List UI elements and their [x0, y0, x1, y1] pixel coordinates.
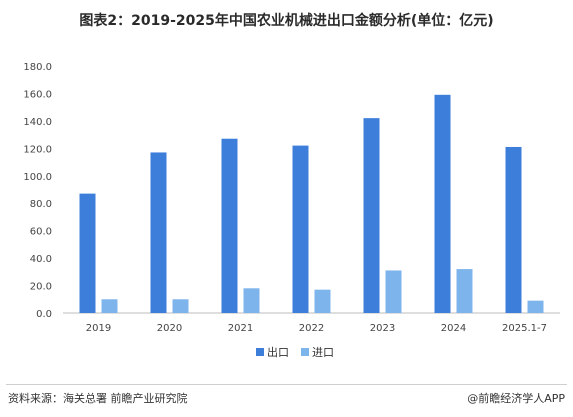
y-tick-label: 180.0 — [23, 62, 52, 73]
bar-export-2019 — [79, 193, 96, 313]
x-tick-label: 2023 — [370, 323, 395, 334]
y-tick-label: 60.0 — [30, 227, 52, 238]
brand-credit: @前瞻经济学人APP — [467, 392, 565, 405]
y-tick-label: 100.0 — [23, 172, 52, 183]
footer-divider — [6, 384, 567, 385]
x-tick-label: 2022 — [299, 323, 324, 334]
bar-export-2021 — [221, 138, 238, 313]
y-tick-label: 20.0 — [30, 282, 52, 293]
legend-swatch-import — [301, 348, 309, 356]
x-tick-label: 2025.1-7 — [502, 323, 547, 334]
y-tick-label: 160.0 — [23, 89, 52, 100]
y-tick-label: 0.0 — [36, 309, 52, 320]
bar-import-2023 — [385, 270, 402, 313]
bar-import-2022 — [314, 289, 331, 313]
bar-chart: 0.0 20.0 40.0 60.0 80.0 100.0 120.0 140.0 160.0 1… — [23, 62, 560, 359]
legend-label-import: 进口 — [312, 346, 334, 359]
bar-import-2020 — [172, 299, 189, 313]
x-tick-label: 2020 — [157, 323, 182, 334]
bar-export-2022 — [292, 145, 309, 313]
bar-export-2024 — [434, 94, 451, 313]
bar-import-2021 — [243, 288, 260, 313]
x-tick-label: 2019 — [86, 323, 111, 334]
bars — [79, 94, 544, 314]
bar-import-2019 — [101, 299, 118, 313]
y-axis: 0.0 20.0 40.0 60.0 80.0 100.0 120.0 140.0 160.0 1… — [23, 62, 52, 320]
bar-export-2023 — [363, 118, 380, 314]
legend-label-export: 出口 — [267, 345, 289, 359]
x-tick-label: 2024 — [441, 323, 466, 334]
y-tick-label: 40.0 — [30, 254, 52, 265]
y-tick-label: 140.0 — [23, 117, 52, 128]
bar-export-2020 — [150, 152, 167, 313]
bar-import-2024 — [456, 269, 473, 313]
legend-swatch-export — [256, 348, 264, 356]
x-axis-labels: 2019 2020 2021 2022 2023 2024 2025.1-7 — [86, 323, 547, 334]
bar-export-2025.1-7 — [505, 146, 522, 313]
x-tick-label: 2021 — [228, 323, 253, 334]
source-note: 资料来源：海关总署 前瞻产业研究院 — [8, 392, 188, 405]
chart-title: 图表2：2019-2025年中国农业机械进出口金额分析(单位：亿元) — [79, 13, 494, 29]
y-tick-label: 80.0 — [30, 199, 52, 210]
bar-import-2025.1-7 — [527, 300, 544, 313]
legend: 出口 进口 — [256, 345, 334, 359]
y-tick-label: 120.0 — [23, 144, 52, 155]
